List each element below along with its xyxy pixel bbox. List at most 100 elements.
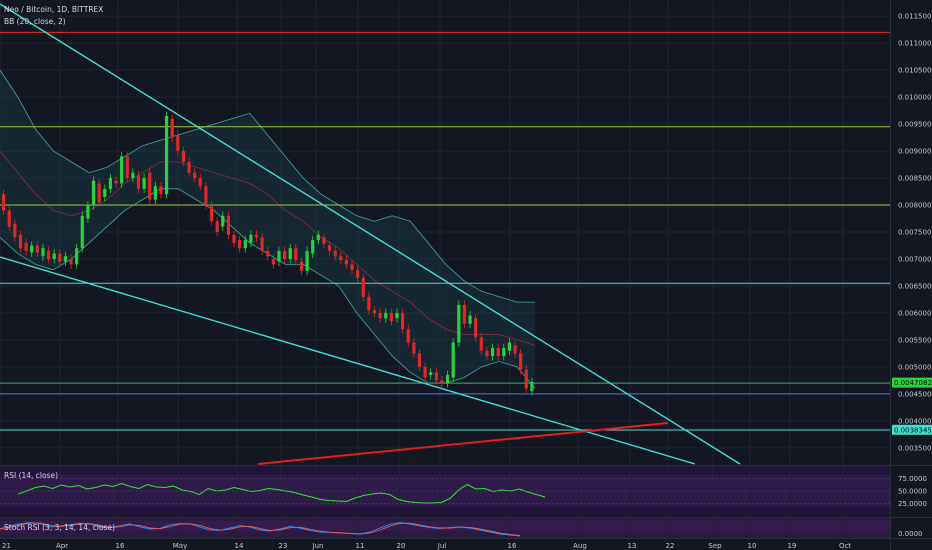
candle-body (445, 374, 450, 384)
bb-fill (0, 70, 535, 389)
candle-body (434, 372, 438, 381)
price-tick-label: 0.01000000 (898, 94, 932, 102)
upper-trendline (0, 3, 741, 465)
price-tick-label: 0.00350000 (898, 444, 932, 452)
price-tick-label: 0.01100000 (898, 40, 932, 48)
candle-body (457, 304, 461, 343)
x-tick-label: 23 (279, 542, 288, 550)
x-tick-label: 13 (628, 542, 637, 550)
candle-body (7, 210, 11, 227)
candle-body (479, 337, 483, 351)
candle-body (356, 269, 360, 278)
price-tick-label: 0.00450000 (898, 390, 932, 398)
candle-body (502, 348, 506, 357)
candle-body (485, 350, 489, 357)
price-tick-label: 0.00950000 (898, 121, 932, 129)
candle-body (46, 250, 51, 259)
candle-body (86, 205, 90, 219)
x-tick-label: 19 (788, 542, 797, 550)
candle-body (339, 256, 343, 261)
candle-body (271, 258, 275, 265)
candle-body (114, 180, 118, 184)
x-tick-label: 20 (397, 542, 406, 550)
candle-body (249, 234, 253, 243)
candle-body (108, 178, 112, 189)
price-tick-label: 0.00900000 (898, 148, 932, 156)
candle-body (496, 348, 500, 357)
candle-body (440, 380, 444, 384)
candle-body (148, 172, 152, 200)
x-tick-label: Sep (708, 542, 722, 550)
candle-body (52, 253, 56, 259)
candle-body (350, 264, 354, 270)
candle-body (316, 234, 320, 241)
candle-body (378, 312, 382, 319)
price-tick-label: 0.01050000 (898, 67, 932, 75)
candle-body (333, 250, 337, 257)
candle-body (406, 329, 410, 343)
candle-body (13, 223, 17, 238)
bb-indicator-label[interactable]: BB (20, close, 2) (4, 17, 66, 26)
candle-body (136, 175, 141, 189)
stoch-band (0, 521, 890, 531)
candle-body (18, 234, 23, 249)
candle-body (401, 312, 405, 330)
candle-body (63, 256, 68, 262)
candle-body (103, 188, 107, 197)
rsi-tick-label: 50.0000 (898, 488, 927, 496)
price-tick-label: 0.01150000 (898, 13, 932, 21)
rsi-indicator-label[interactable]: RSI (14, close) (4, 471, 58, 480)
candle-body (423, 366, 427, 378)
candle-body (2, 194, 6, 211)
candle-body (384, 312, 388, 319)
candle-body (198, 178, 202, 187)
x-tick-label: 11 (356, 542, 365, 550)
candle-body (142, 178, 146, 189)
candle-body (367, 296, 371, 311)
candle-body (513, 345, 517, 354)
candle-body (490, 348, 495, 357)
x-tick-label: Apr (56, 542, 68, 550)
candle-body (361, 277, 365, 297)
candle-body (243, 240, 247, 249)
candle-body (164, 116, 169, 195)
candle-body (35, 245, 39, 253)
price-tick-label: 0.00600000 (898, 309, 932, 317)
candle-body (344, 260, 349, 265)
price-tick-label: 0.00700000 (898, 255, 932, 263)
candle-body (97, 183, 101, 203)
price-tick-label: 0.00400000 (898, 417, 932, 425)
candle-body (41, 248, 45, 257)
candle-body (153, 186, 157, 200)
price-tick-label: 0.00550000 (898, 336, 932, 344)
symbol-title: Neo / Bitcoin, 1D, BITTREX (4, 5, 103, 14)
candle-body (221, 215, 225, 227)
candle-body (232, 234, 236, 243)
candle-body (209, 205, 214, 222)
price-tick-label: 0.00850000 (898, 175, 932, 183)
candle-body (69, 258, 73, 265)
candle-body (524, 369, 528, 389)
candle-body (58, 253, 62, 262)
x-tick-label: 16 (508, 542, 517, 550)
candle-body (170, 118, 174, 138)
candle-body (474, 318, 478, 338)
candle-body (299, 261, 304, 271)
x-tick-label: 14 (235, 542, 244, 550)
price-tick-label: 0.00800000 (898, 202, 932, 210)
candle-body (30, 245, 34, 253)
bb-upper-line (0, 69, 535, 303)
lower-trendline (0, 256, 696, 465)
rsi-tick-label: 25.0000 (898, 500, 927, 508)
stoch-indicator-label[interactable]: Stoch RSI (3, 3, 14, 14, close) (4, 523, 115, 532)
candle-body (91, 180, 96, 206)
x-tick-label: Jun (312, 542, 324, 550)
price-tick-label: 0.00650000 (898, 282, 932, 290)
rsi-line (17, 482, 546, 504)
price-tick-label: 0.00750000 (898, 229, 932, 237)
candle-body (412, 342, 416, 354)
support-trendline (257, 422, 669, 465)
